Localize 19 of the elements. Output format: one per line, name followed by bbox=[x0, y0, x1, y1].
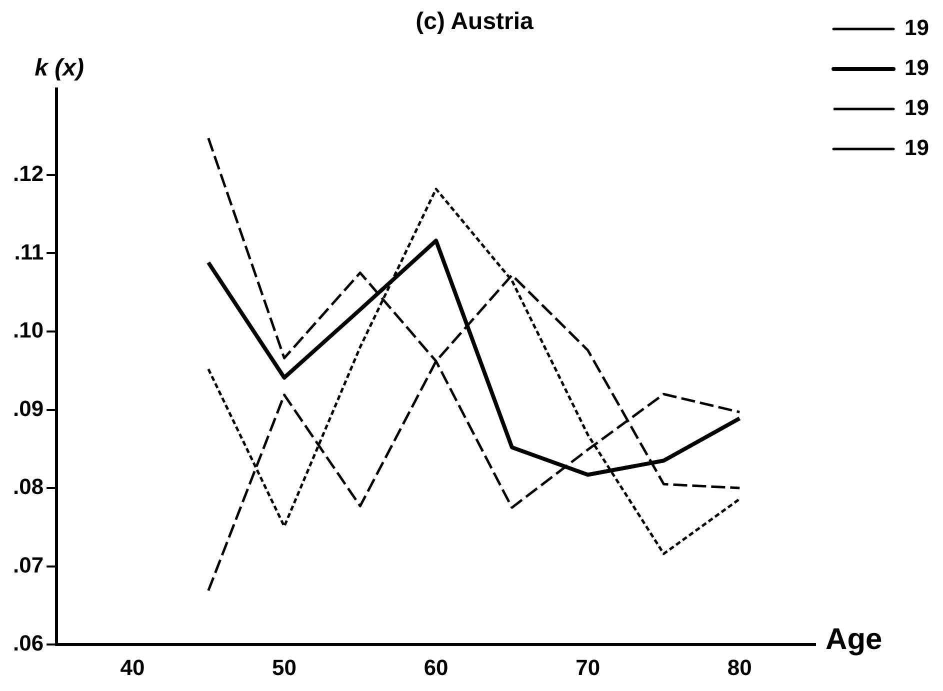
legend-label: 19 bbox=[904, 95, 930, 120]
x-tick-label: 50 bbox=[272, 654, 297, 680]
x-tick-label: 70 bbox=[576, 654, 600, 680]
x-axis-title: Age bbox=[826, 622, 882, 656]
y-tick-label: .08 bbox=[12, 474, 44, 500]
x-tick-label: 80 bbox=[727, 654, 752, 680]
chart-title: (c) Austria bbox=[416, 8, 534, 36]
legend-label: 19 bbox=[904, 15, 930, 40]
y-tick-label: .09 bbox=[12, 396, 44, 421]
y-tick-label: .10 bbox=[12, 318, 44, 343]
y-tick-label: .06 bbox=[12, 630, 44, 656]
y-tick-label: .11 bbox=[14, 239, 44, 264]
x-tick-label: 40 bbox=[120, 654, 145, 680]
legend-label: 19 bbox=[904, 135, 930, 160]
y-axis-title: k (x) bbox=[34, 54, 84, 82]
x-tick-label: 60 bbox=[424, 654, 448, 680]
y-tick-label: .07 bbox=[12, 552, 44, 578]
y-tick-label: .12 bbox=[12, 160, 44, 186]
legend-label: 19 bbox=[904, 55, 930, 80]
